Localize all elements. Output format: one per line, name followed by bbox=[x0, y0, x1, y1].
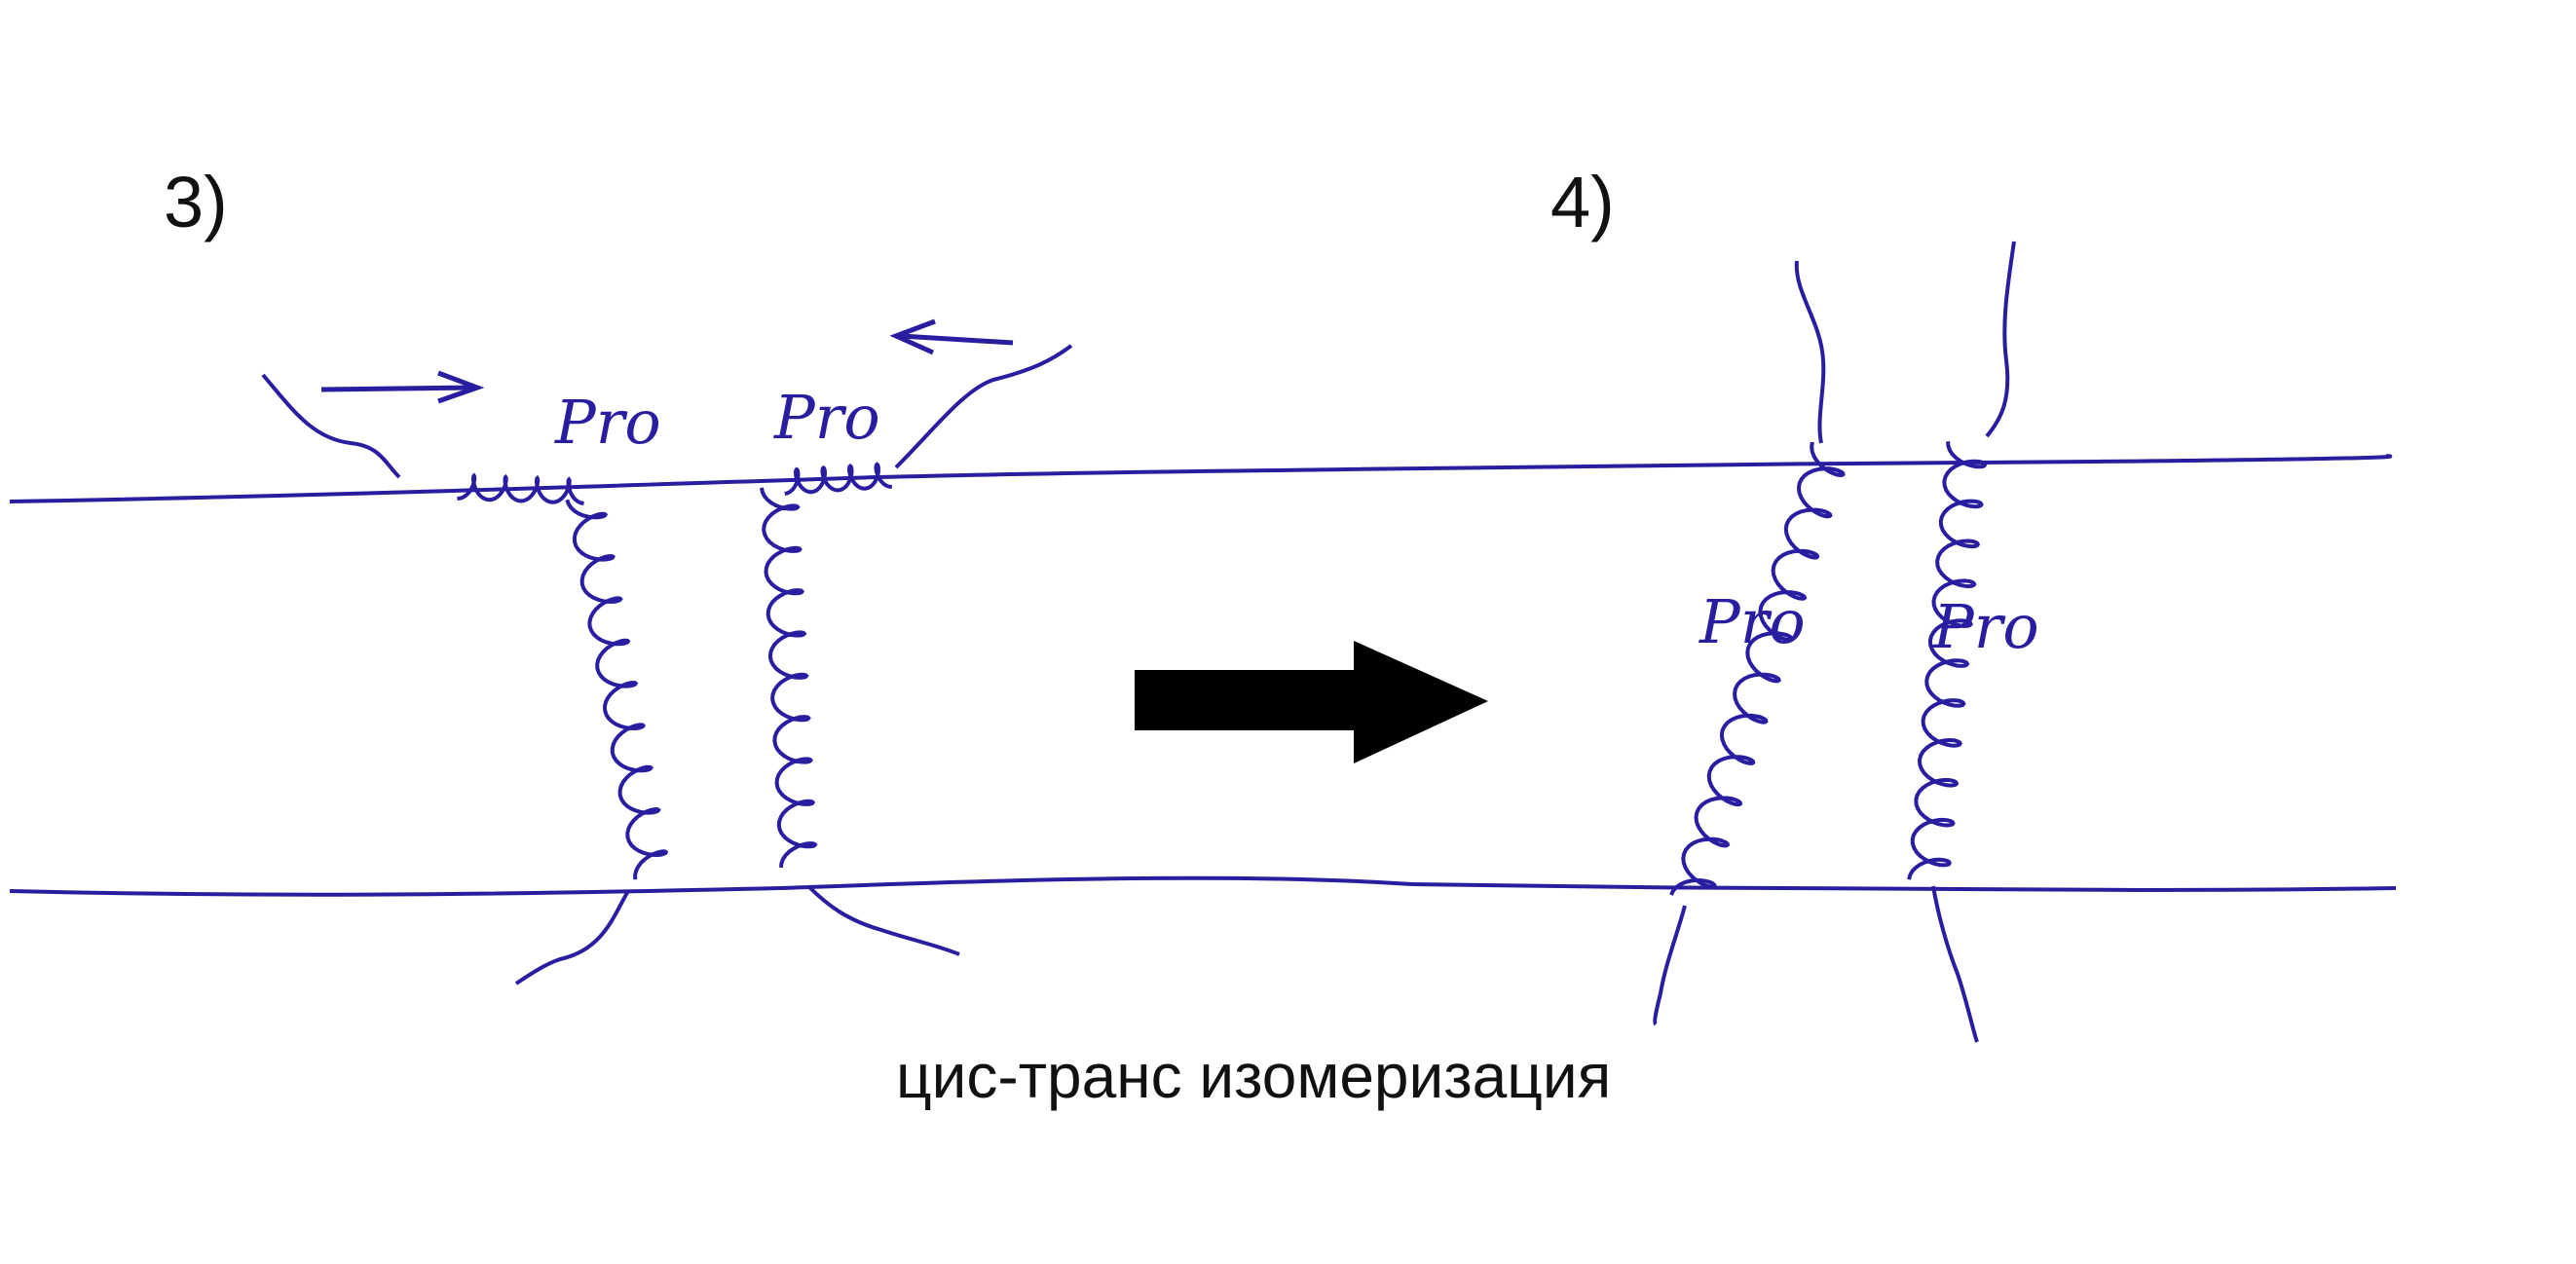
left-chain-a-upper bbox=[261, 373, 401, 479]
right-chain-a-upper bbox=[1794, 260, 1826, 444]
panel-4-number: 4) bbox=[1550, 162, 1615, 242]
panel-3-number: 3) bbox=[164, 162, 228, 242]
left-pro-label-1: Pro bbox=[554, 387, 661, 458]
left-chain-b-upper bbox=[894, 344, 1073, 469]
left-chain-a-lower bbox=[514, 889, 630, 985]
left-chain-b-lower bbox=[806, 884, 960, 956]
left-helix-a bbox=[565, 499, 669, 880]
left-pro-label-2: Pro bbox=[773, 382, 880, 453]
right-lower-membrane-line bbox=[1411, 882, 2397, 893]
right-arrow-icon bbox=[1135, 641, 1488, 763]
left-surface-loops-b bbox=[784, 462, 893, 496]
right-helix-b bbox=[1907, 441, 1988, 880]
left-helix-b bbox=[760, 487, 818, 869]
arrow-left-icon bbox=[889, 318, 1014, 355]
arrow-right-icon bbox=[320, 370, 485, 404]
right-pro-label-1: Pro bbox=[1699, 586, 1806, 657]
left-lower-membrane-line bbox=[9, 875, 1413, 897]
left-upper-membrane-line bbox=[9, 467, 1345, 503]
right-helix-a bbox=[1669, 441, 1846, 896]
right-pro-label-2: Pro bbox=[1932, 591, 2039, 662]
right-chain-b-upper bbox=[1985, 241, 2016, 438]
diagram-caption: цис-транс изомеризация bbox=[896, 1041, 1612, 1111]
right-upper-membrane-line bbox=[1343, 454, 2393, 471]
right-chain-a-lower bbox=[1653, 905, 1687, 1026]
right-chain-b-lower bbox=[1931, 885, 1979, 1043]
left-surface-loops-a bbox=[457, 472, 584, 505]
